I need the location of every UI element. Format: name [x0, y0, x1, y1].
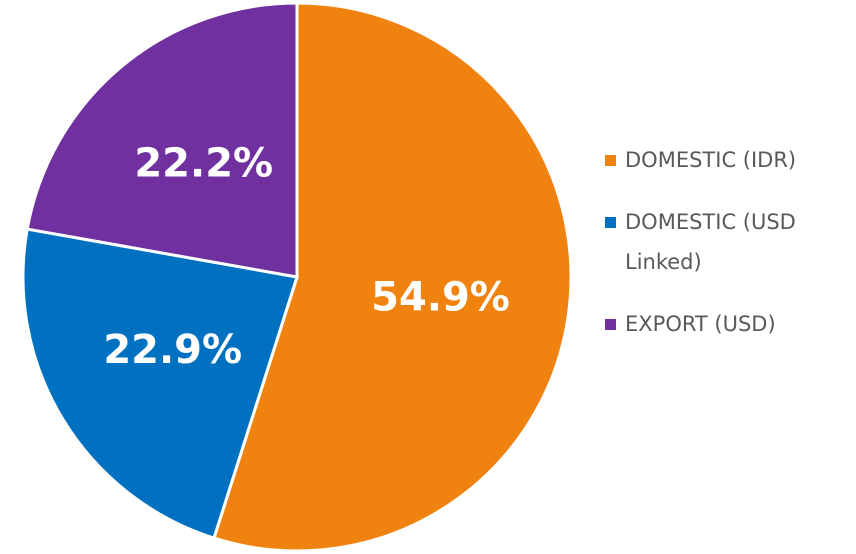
pie-slice	[21, 227, 299, 541]
legend-label: DOMESTIC (USD Linked)	[625, 210, 796, 274]
legend-swatch	[605, 319, 616, 330]
pie-slice	[212, 1, 573, 553]
legend-label: DOMESTIC (IDR)	[625, 148, 797, 172]
pie-slice	[25, 1, 299, 279]
pie: 54.9% 22.9% 22.2%	[21, 1, 573, 553]
legend-entry: EXPORT (USD)	[605, 304, 841, 344]
legend-entry: DOMESTIC (IDR)	[605, 140, 841, 180]
legend-label: EXPORT (USD)	[625, 312, 776, 336]
legend-swatch	[605, 155, 616, 166]
legend-swatch	[605, 217, 616, 228]
value-label: 22.2%	[134, 141, 273, 187]
legend-entry: DOMESTIC (USD Linked)	[605, 202, 841, 282]
value-label: 22.9%	[103, 327, 242, 373]
legend: DOMESTIC (IDR) DOMESTIC (USD Linked) EXPOR…	[605, 140, 841, 366]
value-label: 54.9%	[371, 274, 510, 320]
